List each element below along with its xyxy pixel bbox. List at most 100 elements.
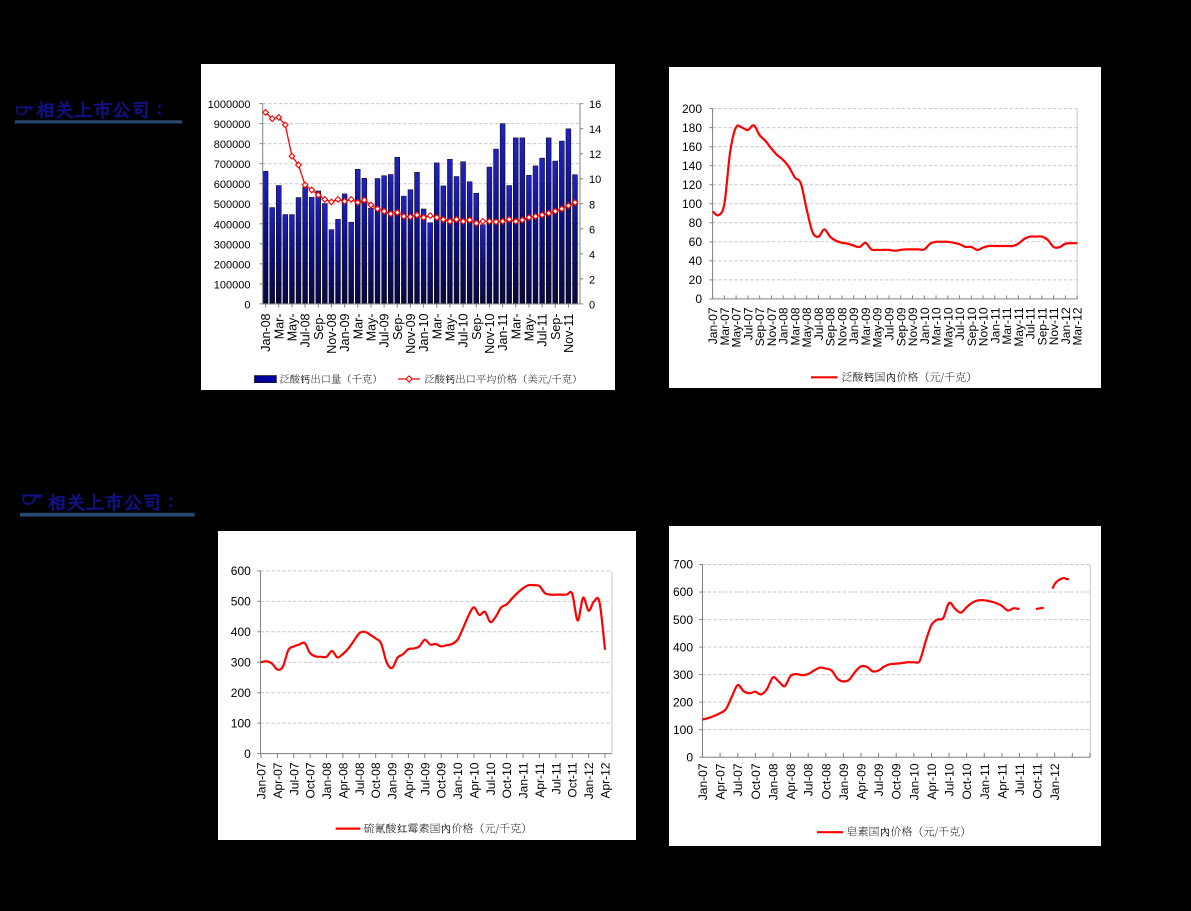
svg-text:Jan-11: Jan-11 <box>496 313 510 350</box>
svg-text:Mar-07: Mar-07 <box>718 307 732 345</box>
svg-text:Jan-11: Jan-11 <box>517 762 531 798</box>
svg-text:May-: May- <box>523 314 537 342</box>
svg-text:200000: 200000 <box>214 259 251 271</box>
svg-text:Jul-10: Jul-10 <box>484 762 498 795</box>
svg-text:Jan-07: Jan-07 <box>696 763 710 800</box>
svg-text:Jul-10: Jul-10 <box>953 307 967 340</box>
svg-text:400000: 400000 <box>214 219 251 231</box>
svg-text:0: 0 <box>686 750 693 764</box>
svg-text:300: 300 <box>231 655 251 669</box>
svg-text:May-08: May-08 <box>800 307 814 347</box>
svg-text:Mar-: Mar- <box>272 314 286 340</box>
svg-text:Jan-07: Jan-07 <box>706 307 720 344</box>
svg-text:Oct-07: Oct-07 <box>749 763 763 799</box>
svg-text:Jan-08: Jan-08 <box>777 307 791 344</box>
svg-text:Oct-10: Oct-10 <box>500 762 514 798</box>
svg-text:Jan-12: Jan-12 <box>1048 763 1062 800</box>
svg-text:700000: 700000 <box>214 159 251 171</box>
svg-text:Apr-07: Apr-07 <box>714 763 728 799</box>
svg-text:Jan-09: Jan-09 <box>386 762 400 799</box>
svg-text:May-: May- <box>286 314 300 342</box>
svg-text:10: 10 <box>589 174 601 186</box>
svg-text:Apr-11: Apr-11 <box>995 763 1009 798</box>
svg-text:Jul-11: Jul-11 <box>1013 763 1027 795</box>
svg-text:100: 100 <box>682 197 702 211</box>
svg-text:Jan-09: Jan-09 <box>338 313 352 351</box>
svg-text:Oct-09: Oct-09 <box>435 762 449 798</box>
svg-text:Jan-10: Jan-10 <box>907 763 921 800</box>
svg-text:Nov-11: Nov-11 <box>1047 307 1061 345</box>
svg-text:Oct-07: Oct-07 <box>304 762 318 798</box>
svg-text:Sep-07: Sep-07 <box>753 307 767 346</box>
svg-text:May-09: May-09 <box>871 307 885 347</box>
svg-text:Mar-: Mar- <box>351 314 365 340</box>
svg-text:Jul-09: Jul-09 <box>418 762 432 795</box>
svg-text:Jul-11: Jul-11 <box>549 762 563 794</box>
svg-text:Jul-08: Jul-08 <box>802 763 816 796</box>
svg-text:200: 200 <box>682 102 702 116</box>
svg-text:Nov-09: Nov-09 <box>906 307 920 346</box>
svg-text:100: 100 <box>231 716 251 730</box>
svg-text:Mar-10: Mar-10 <box>930 307 944 345</box>
svg-text:Jan-12: Jan-12 <box>582 762 596 799</box>
svg-text:600: 600 <box>231 564 251 578</box>
svg-text:160: 160 <box>682 140 702 154</box>
svg-text:Oct-09: Oct-09 <box>890 763 904 799</box>
svg-text:Mar-08: Mar-08 <box>788 307 802 345</box>
svg-text:Jan-08: Jan-08 <box>259 313 273 351</box>
svg-text:Jul-08: Jul-08 <box>299 313 313 347</box>
svg-text:1000000: 1000000 <box>208 99 251 111</box>
svg-text:Jul-10: Jul-10 <box>943 763 957 796</box>
svg-text:Jan-10: Jan-10 <box>918 307 932 344</box>
svg-text:Apr-08: Apr-08 <box>784 763 798 799</box>
svg-text:0: 0 <box>244 747 251 761</box>
svg-text:Oct-10: Oct-10 <box>960 763 974 799</box>
svg-text:May-10: May-10 <box>941 307 955 347</box>
svg-text:Mar-: Mar- <box>509 314 523 340</box>
svg-text:Jan-08: Jan-08 <box>320 762 334 799</box>
svg-text:Nov-10: Nov-10 <box>483 313 497 353</box>
svg-text:80: 80 <box>689 216 703 230</box>
svg-text:700: 700 <box>673 558 693 572</box>
svg-text:Jan-10: Jan-10 <box>417 313 431 351</box>
svg-text:Mar-11: Mar-11 <box>1000 307 1014 344</box>
svg-text:Sep-: Sep- <box>312 314 326 340</box>
svg-text:Sep-: Sep- <box>470 314 484 340</box>
svg-text:Jul-11: Jul-11 <box>1024 307 1038 339</box>
svg-text:May-11: May-11 <box>1012 307 1026 346</box>
svg-text:Apr-10: Apr-10 <box>925 763 939 799</box>
svg-text:Jan-07: Jan-07 <box>255 762 269 799</box>
svg-text:Nov-11: Nov-11 <box>562 313 576 352</box>
svg-text:100: 100 <box>673 723 693 737</box>
svg-text:Jan-12: Jan-12 <box>1059 307 1073 344</box>
svg-text:Jul-07: Jul-07 <box>287 762 301 795</box>
svg-text:Jul-10: Jul-10 <box>457 313 471 347</box>
svg-text:16: 16 <box>589 99 601 111</box>
svg-text:Jan-09: Jan-09 <box>847 307 861 344</box>
svg-text:Jan-08: Jan-08 <box>766 763 780 800</box>
svg-text:4: 4 <box>589 249 595 261</box>
svg-text:Jul-07: Jul-07 <box>731 763 745 796</box>
svg-text:300000: 300000 <box>214 239 251 251</box>
svg-text:6: 6 <box>589 224 595 236</box>
svg-text:May-: May- <box>444 314 458 342</box>
svg-text:Apr-09: Apr-09 <box>855 763 869 799</box>
svg-text:Sep-10: Sep-10 <box>965 307 979 346</box>
svg-text:2: 2 <box>589 274 595 286</box>
svg-text:900000: 900000 <box>214 119 251 131</box>
svg-text:Oct-08: Oct-08 <box>819 763 833 799</box>
svg-text:Jan-09: Jan-09 <box>837 763 851 800</box>
svg-text:500: 500 <box>673 613 693 627</box>
svg-text:Sep-: Sep- <box>549 314 563 340</box>
svg-text:Jul-07: Jul-07 <box>741 307 755 340</box>
svg-text:500: 500 <box>231 595 251 609</box>
svg-text:Mar-: Mar- <box>430 314 444 340</box>
svg-text:Jul-11: Jul-11 <box>536 313 550 346</box>
svg-text:140: 140 <box>682 159 702 173</box>
svg-text:Apr-09: Apr-09 <box>402 762 416 798</box>
svg-text:Apr-12: Apr-12 <box>599 762 613 798</box>
svg-text:200: 200 <box>673 695 693 709</box>
svg-text:Oct-11: Oct-11 <box>566 762 580 797</box>
svg-text:Sep-11: Sep-11 <box>1035 307 1049 345</box>
svg-text:12: 12 <box>589 149 601 161</box>
